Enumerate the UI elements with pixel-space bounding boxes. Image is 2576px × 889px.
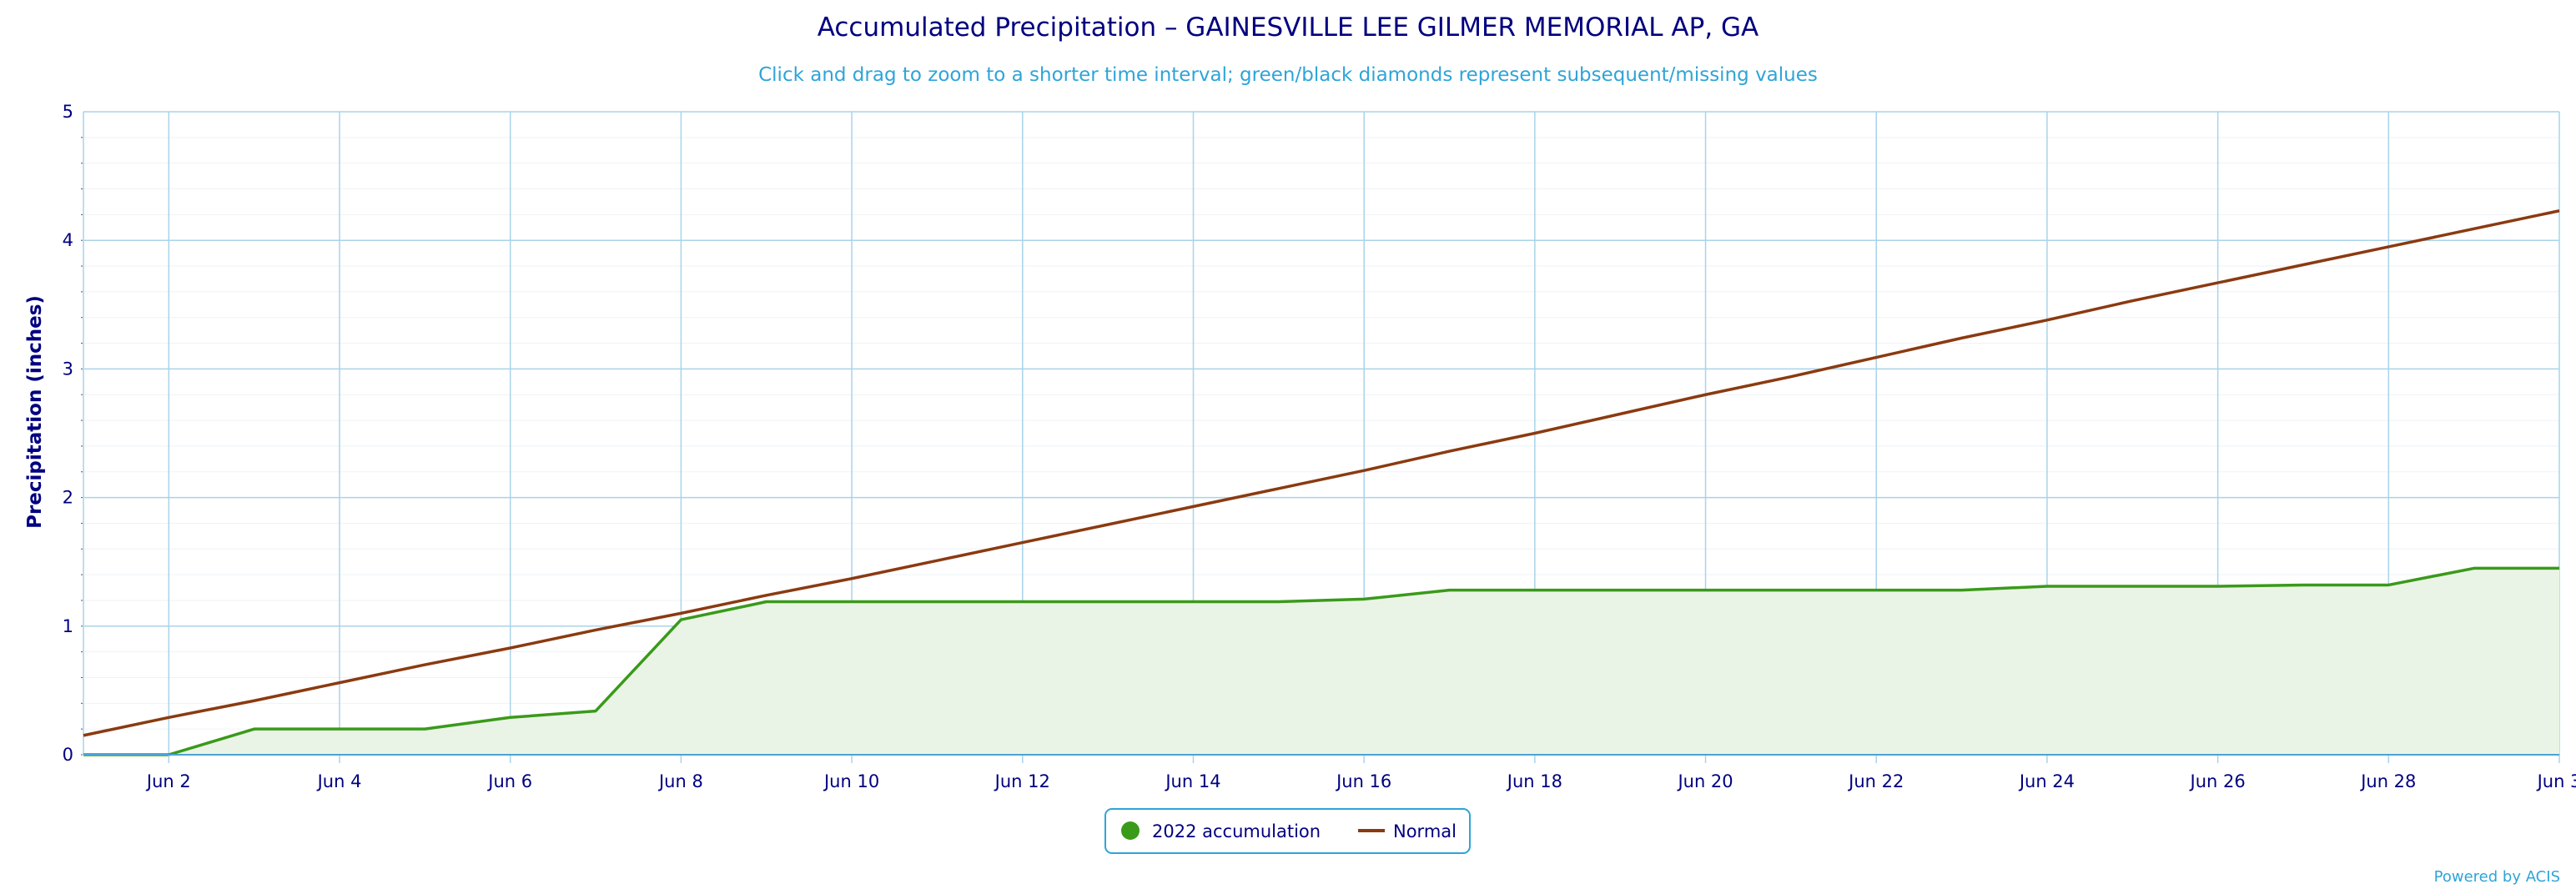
legend-item-accumulation[interactable]: 2022 accumulation (1121, 821, 1321, 841)
y-tick-label: 1 (63, 616, 73, 636)
x-tick-label: Jun 12 (994, 771, 1050, 791)
y-tick-label: 4 (63, 230, 73, 250)
x-tick-label: Jun 4 (316, 771, 362, 791)
y-tick-label: 5 (63, 102, 73, 122)
x-tick-label: Jun 24 (2018, 771, 2075, 791)
x-tick-label: Jun 16 (1335, 771, 1391, 791)
chart-subtitle: Click and drag to zoom to a shorter time… (758, 64, 1818, 86)
x-tick-label: Jun 18 (1506, 771, 1562, 791)
axes: 0 1 2 3 4 5 Jun 2 Jun 4 Jun 6 Jun 8 Jun 10 Jun 12 Ju… (63, 102, 2576, 791)
x-tick-label: Jun 3 (2536, 771, 2576, 791)
legend-item-normal[interactable]: Normal (1358, 821, 1457, 841)
credits-link[interactable]: Powered by ACIS (2434, 868, 2560, 886)
x-tick-label: Jun 26 (2189, 771, 2246, 791)
legend-box (1104, 808, 1471, 854)
x-tick-label: Jun 14 (1164, 771, 1220, 791)
legend-normal-label: Normal (1393, 821, 1457, 841)
plot-area[interactable] (83, 209, 2560, 756)
x-tick-label: Jun 28 (2359, 771, 2416, 791)
accumulation-line[interactable] (83, 566, 2559, 756)
chart-title: Accumulated Precipitation – GAINESVILLE … (818, 13, 1759, 43)
y-tick-label: 0 (63, 745, 73, 765)
legend-accumulation-marker (1121, 821, 1140, 840)
legend[interactable]: 2022 accumulation Normal (1104, 808, 1471, 854)
x-tick-label: Jun 2 (145, 771, 191, 791)
accumulation-area (83, 568, 2559, 755)
x-tick-label: Jun 6 (486, 771, 532, 791)
legend-accumulation-label: 2022 accumulation (1152, 821, 1321, 841)
x-tick-label: Jun 10 (823, 771, 879, 791)
y-axis-label: Precipitation (inches) (24, 295, 46, 529)
y-tick-label: 2 (63, 488, 73, 508)
x-tick-label: Jun 8 (657, 771, 703, 791)
y-tick-label: 3 (63, 359, 73, 379)
x-tick-label: Jun 22 (1847, 771, 1904, 791)
normal-line[interactable] (83, 209, 2560, 737)
x-tick-label: Jun 20 (1676, 771, 1733, 791)
